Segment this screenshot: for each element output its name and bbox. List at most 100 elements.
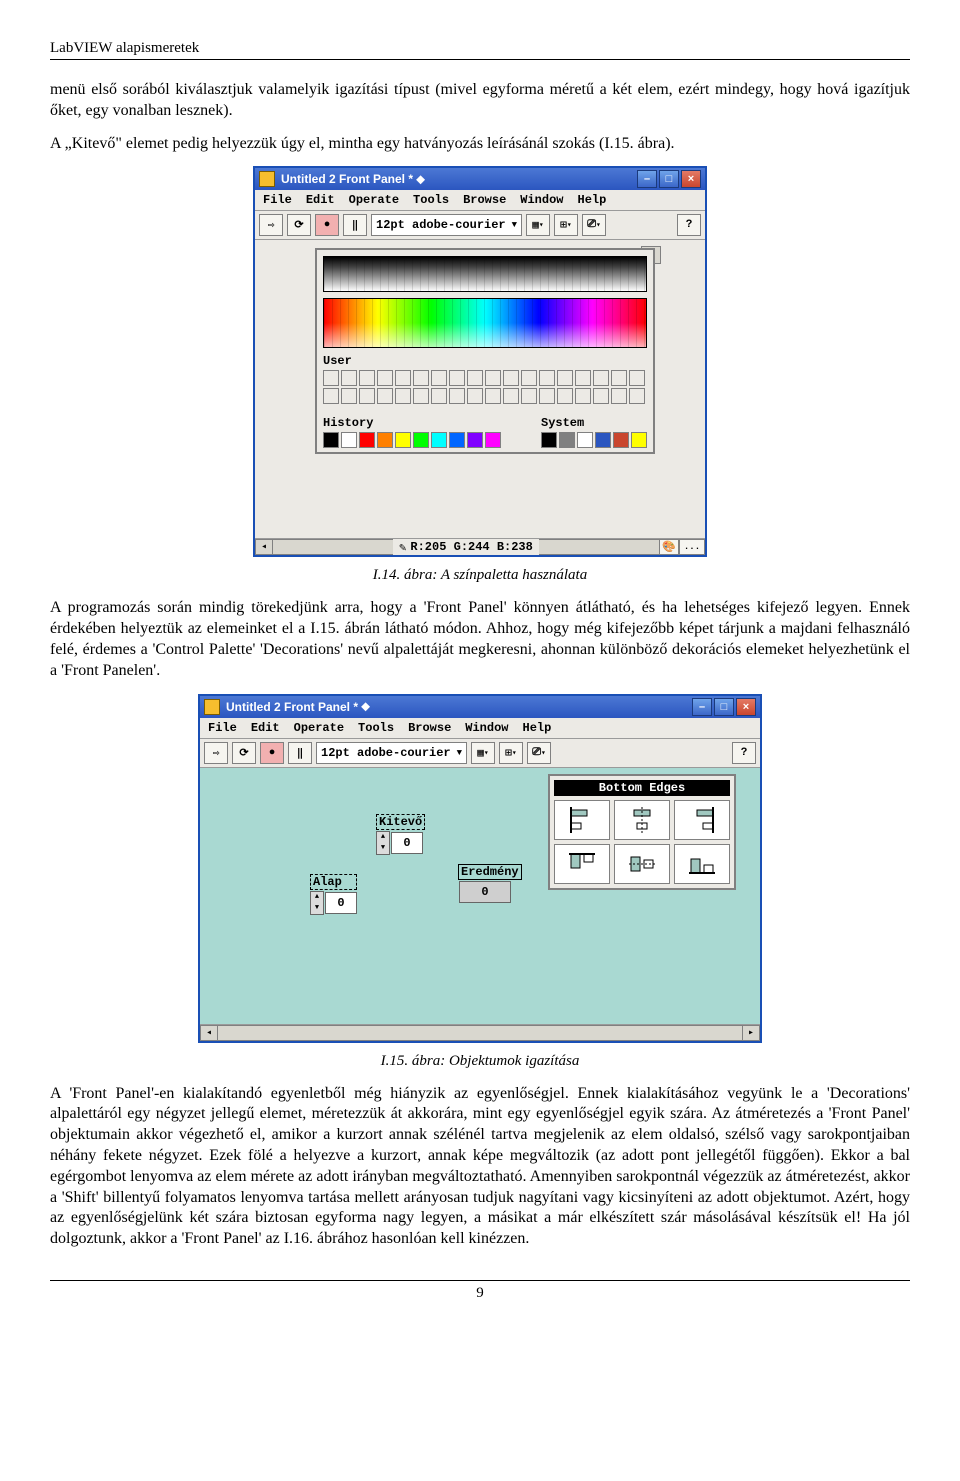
help-button[interactable]: ? [732,742,756,764]
menu-file[interactable]: File [204,720,241,736]
color-swatch[interactable] [521,370,537,386]
color-swatch[interactable] [431,370,447,386]
color-swatch[interactable] [359,370,375,386]
color-swatch[interactable] [377,432,393,448]
align-right-edges[interactable] [674,800,730,840]
color-swatch[interactable] [323,388,339,404]
align-top-edges[interactable] [554,844,610,884]
h-scrollbar[interactable]: ◂ ✎ R:205 G:244 B:238 🎨 ... [255,538,705,555]
pause-button[interactable]: ‖ [343,214,367,236]
h-scrollbar[interactable]: ◂ ▸ [200,1024,760,1041]
color-swatch[interactable] [431,432,447,448]
reorder-menu-button[interactable]: ⎚▾ [527,742,551,764]
color-swatch[interactable] [449,370,465,386]
color-swatch[interactable] [575,370,591,386]
hue-ramp[interactable] [323,298,647,348]
abort-button[interactable]: ● [260,742,284,764]
color-swatch[interactable] [341,370,357,386]
color-swatch[interactable] [593,370,609,386]
align-menu-button[interactable]: ▦▾ [526,214,550,236]
pause-button[interactable]: ‖ [288,742,312,764]
menu-edit[interactable]: Edit [247,720,284,736]
menu-operate[interactable]: Operate [345,192,403,208]
menu-help[interactable]: Help [519,720,556,736]
color-swatch[interactable] [485,388,501,404]
numeric-spinner[interactable]: ▲▼ [310,891,324,915]
color-swatch[interactable] [611,388,627,404]
run-cont-button[interactable]: ⟳ [287,214,311,236]
color-swatch[interactable] [557,370,573,386]
distribute-menu-button[interactable]: ⊞▾ [554,214,578,236]
color-swatch[interactable] [377,370,393,386]
color-swatch[interactable] [559,432,575,448]
help-button[interactable]: ? [677,214,701,236]
color-swatch[interactable] [577,432,593,448]
color-swatch[interactable] [503,370,519,386]
run-button[interactable]: ⇨ [204,742,228,764]
color-swatch[interactable] [557,388,573,404]
minimize-button[interactable]: – [637,170,657,188]
color-swatch[interactable] [359,432,375,448]
abort-button[interactable]: ● [315,214,339,236]
color-swatch[interactable] [449,388,465,404]
menu-help[interactable]: Help [574,192,611,208]
window-titlebar[interactable]: Untitled 2 Front Panel * ⬥ – □ × [255,168,705,190]
menu-browse[interactable]: Browse [459,192,510,208]
color-swatch[interactable] [593,388,609,404]
menu-browse[interactable]: Browse [404,720,455,736]
color-swatch[interactable] [467,370,483,386]
color-swatch[interactable] [485,432,501,448]
color-swatch[interactable] [539,388,555,404]
color-swatch[interactable] [467,388,483,404]
scroll-left-icon[interactable]: ◂ [255,539,273,555]
color-swatch[interactable] [341,388,357,404]
numeric-value[interactable]: 0 [325,892,357,914]
run-cont-button[interactable]: ⟳ [232,742,256,764]
control-kitevo[interactable]: Kitevő ▲▼ 0 [376,814,425,855]
color-swatch[interactable] [629,370,645,386]
distribute-menu-button[interactable]: ⊞▾ [499,742,523,764]
reorder-menu-button[interactable]: ⎚▾ [582,214,606,236]
align-bottom-edges[interactable] [674,844,730,884]
color-swatch[interactable] [323,432,339,448]
color-swatch[interactable] [449,432,465,448]
menu-edit[interactable]: Edit [302,192,339,208]
window-titlebar[interactable]: Untitled 2 Front Panel * ⬥ – □ × [200,696,760,718]
align-left-edges[interactable] [554,800,610,840]
color-swatch[interactable] [629,388,645,404]
indicator-eredmeny[interactable]: Eredmény 0 [458,864,522,903]
color-swatch[interactable] [539,370,555,386]
color-swatch[interactable] [467,432,483,448]
maximize-button[interactable]: □ [659,170,679,188]
font-selector[interactable]: 12pt adobe-courier ▼ [371,214,522,236]
close-button[interactable]: × [681,170,701,188]
color-swatch[interactable] [631,432,647,448]
menu-tools[interactable]: Tools [354,720,398,736]
color-swatch[interactable] [359,388,375,404]
menu-tools[interactable]: Tools [409,192,453,208]
color-swatch[interactable] [595,432,611,448]
color-swatch[interactable] [377,388,393,404]
color-swatch[interactable] [611,370,627,386]
color-swatch[interactable] [485,370,501,386]
menu-window[interactable]: Window [461,720,512,736]
align-menu-button[interactable]: ▦▾ [471,742,495,764]
color-swatch[interactable] [541,432,557,448]
color-swatch[interactable] [413,370,429,386]
numeric-spinner[interactable]: ▲▼ [376,831,390,855]
color-swatch[interactable] [503,388,519,404]
color-swatch[interactable] [521,388,537,404]
numeric-value[interactable]: 0 [391,832,423,854]
menu-operate[interactable]: Operate [290,720,348,736]
color-swatch[interactable] [323,370,339,386]
grayscale-ramp[interactable] [323,256,647,292]
close-button[interactable]: × [736,698,756,716]
color-swatch[interactable] [431,388,447,404]
color-swatch[interactable] [395,370,411,386]
more-colors-button[interactable]: ... [679,539,705,555]
color-swatch[interactable] [395,432,411,448]
control-alap[interactable]: Alap ▲▼ 0 [310,874,357,915]
color-swatch[interactable] [413,388,429,404]
color-swatch[interactable] [613,432,629,448]
scroll-left-icon[interactable]: ◂ [200,1025,218,1041]
